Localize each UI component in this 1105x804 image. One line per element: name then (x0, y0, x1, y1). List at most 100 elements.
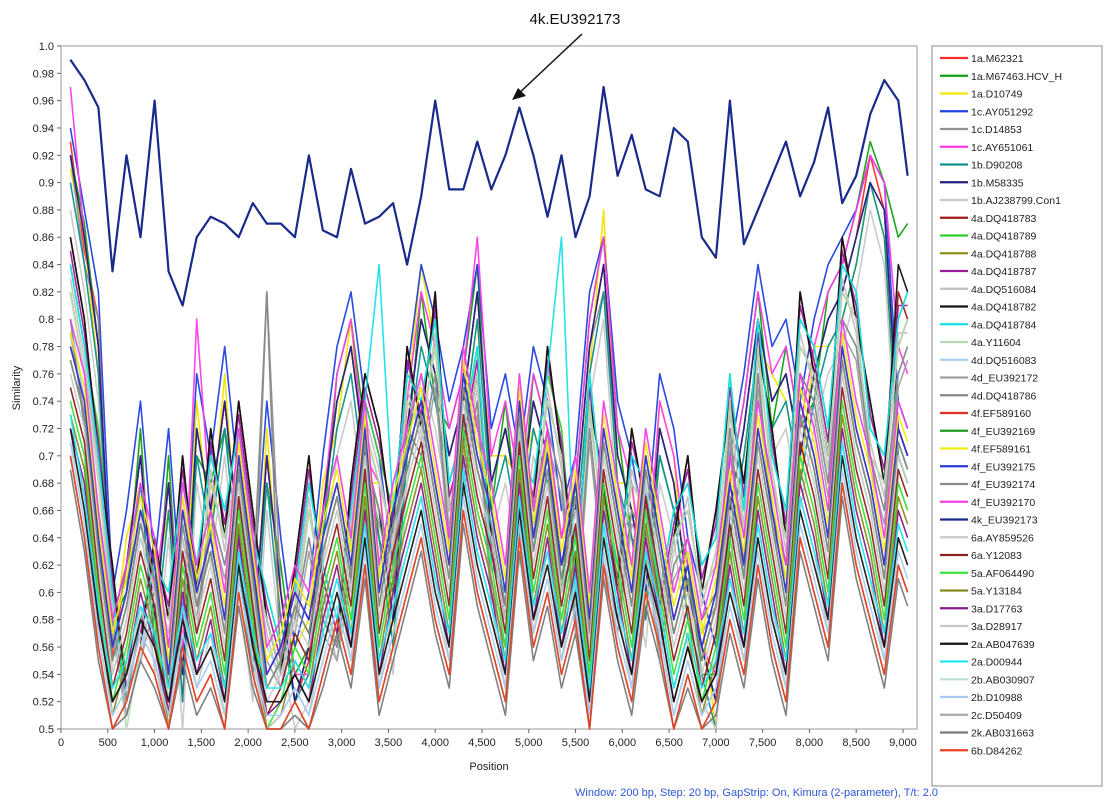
series-line (69, 386, 909, 717)
y-tick-label: 0.74 (33, 396, 54, 408)
series-line (69, 428, 909, 703)
legend-label: 3a.D17763 (971, 603, 1023, 615)
y-tick-label: 0.88 (33, 205, 54, 217)
legend-label: 3a.D28917 (971, 621, 1023, 633)
y-tick-label: 0.94 (33, 123, 54, 135)
series-line (69, 427, 909, 717)
legend-label: 4f_EU392175 (971, 461, 1035, 473)
series-line (69, 414, 909, 689)
legend-label: 4d_EU392172 (971, 373, 1038, 385)
legend-label: 4a.DQ418789 (971, 231, 1037, 243)
y-tick-label: 0.66 (33, 505, 54, 517)
y-tick-label: 0.7 (39, 451, 54, 463)
series-layer (69, 59, 909, 730)
y-tick-label: 0.92 (33, 150, 54, 162)
legend-label: 4a.DQ418787 (971, 266, 1037, 278)
y-tick-label: 0.76 (33, 369, 54, 381)
legend-label: 4a.Y11604 (971, 337, 1021, 349)
series-line (69, 414, 909, 730)
y-tick-label: 0.82 (33, 287, 54, 299)
annotation-arrowhead (512, 88, 526, 100)
legend-label: 4d.DQ418786 (971, 390, 1037, 402)
series-line (69, 469, 909, 730)
legend-label: 4f_EU392170 (971, 497, 1035, 509)
x-tick-label: 6,500 (655, 737, 683, 749)
x-tick-label: 6,000 (609, 737, 637, 749)
series-line (69, 441, 909, 717)
legend-label: 1b.AJ238799.Con1 (971, 195, 1061, 207)
legend-label: 4d.DQ516083 (971, 355, 1037, 367)
legend-label: 4a.DQ418783 (971, 213, 1037, 225)
x-tick-label: 7,000 (702, 737, 730, 749)
y-tick-label: 0.5 (39, 724, 54, 736)
annotation-arrow (515, 33, 583, 97)
y-tick-label: 0.84 (33, 260, 54, 272)
legend-label: 4f.EF589161 (971, 444, 1031, 456)
x-tick-label: 1,000 (141, 737, 169, 749)
series-line (69, 345, 909, 676)
y-tick-label: 0.8 (39, 314, 54, 326)
legend-label: 1b.M58335 (971, 177, 1024, 189)
legend-label: 4f_EU392174 (971, 479, 1035, 491)
series-line (69, 359, 909, 689)
x-tick-label: 2,000 (234, 737, 262, 749)
y-tick-label: 0.78 (33, 342, 54, 354)
y-tick-label: 1.0 (39, 41, 54, 53)
x-tick-label: 0 (58, 737, 64, 749)
x-tick-label: 4,000 (421, 737, 449, 749)
legend-label: 4a.DQ516084 (971, 284, 1037, 296)
legend-label: 5a.AF064490 (971, 568, 1034, 580)
legend-box (931, 45, 1103, 787)
series-line (69, 455, 909, 730)
legend: 1a.M62321 1a.M67463.HCV_H 1a.D10749 1c.AY05… (940, 53, 1062, 757)
x-tick-label: 1,500 (188, 737, 216, 749)
annotation-label: 4k.EU392173 (530, 11, 621, 28)
legend-label: 5a.Y13184 (971, 586, 1022, 598)
x-tick-label: 2,500 (281, 737, 309, 749)
y-tick-label: 0.72 (33, 423, 54, 435)
annotation: 4k.EU392173 (512, 11, 620, 100)
legend-label: 1c.AY651061 (971, 142, 1033, 154)
legend-label: 1a.M62321 (971, 53, 1024, 65)
y-tick-label: 0.9 (39, 178, 54, 190)
y-tick-label: 0.86 (33, 232, 54, 244)
series-line (69, 59, 909, 307)
y-axis-title: Similarity (11, 365, 23, 410)
y-tick-label: 0.54 (33, 669, 54, 681)
y-tick-label: 0.56 (33, 642, 54, 654)
legend-label: 2b.AB030907 (971, 674, 1035, 686)
x-tick-label: 5,000 (515, 737, 543, 749)
x-tick-label: 8,500 (842, 737, 870, 749)
legend-label: 4f_EU392169 (971, 426, 1035, 438)
y-tick-label: 0.98 (33, 68, 54, 80)
x-tick-label: 8,000 (796, 737, 824, 749)
legend-label: 4a.DQ418782 (971, 302, 1037, 314)
x-tick-label: 9,000 (889, 737, 917, 749)
legend-label: 2a.D00944 (971, 657, 1023, 669)
legend-label: 2k.AB031663 (971, 728, 1034, 740)
legend-label: 6a.AY859526 (971, 532, 1034, 544)
y-tick-label: 0.96 (33, 96, 54, 108)
legend-label: 2b.D10988 (971, 692, 1023, 704)
legend-label: 2c.D50409 (971, 710, 1022, 722)
legend-label: 1a.M67463.HCV_H (971, 71, 1062, 83)
x-tick-label: 7,500 (749, 737, 777, 749)
legend-label: 6a.Y12083 (971, 550, 1022, 562)
x-tick-label: 500 (99, 737, 117, 749)
series-line (69, 400, 909, 730)
x-axis-title: Position (469, 761, 508, 773)
y-tick-label: 0.6 (39, 587, 54, 599)
series-line (69, 373, 909, 703)
legend-label: 4f.EF589160 (971, 408, 1031, 420)
y-tick-label: 0.64 (33, 533, 54, 545)
legend-label: 1a.D10749 (971, 89, 1023, 101)
y-tick-label: 0.68 (33, 478, 54, 490)
series-line (69, 318, 909, 648)
x-tick-label: 5,500 (562, 737, 590, 749)
y-tick-label: 0.58 (33, 615, 54, 627)
footnote: Window: 200 bp, Step: 20 bp, GapStrip: O… (575, 787, 938, 799)
legend-label: 4a.DQ418784 (971, 319, 1037, 331)
legend-label: 6b.D84262 (971, 745, 1023, 757)
series-line (69, 332, 909, 662)
